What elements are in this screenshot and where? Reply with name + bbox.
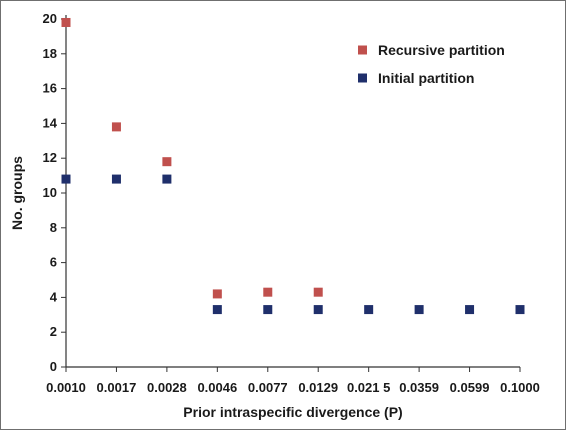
data-point-recursive-partition [111, 122, 121, 132]
y-tick-label: 2 [50, 324, 57, 339]
x-tick-label: 0.0077 [248, 380, 288, 395]
y-tick-label: 10 [43, 185, 57, 200]
data-point-initial-partition [515, 305, 525, 315]
x-tick-label: 0.0129 [298, 380, 338, 395]
x-tick-label: 0.0359 [399, 380, 439, 395]
data-point-initial-partition [111, 174, 121, 184]
legend-marker [358, 45, 367, 55]
axes [65, 15, 520, 368]
data-point-initial-partition [263, 305, 273, 315]
ticks: 0 2 4 6 8 10 12 14 16 18 20 0.0010 0.0017 0.0028 0.004… [43, 11, 540, 395]
x-tick-label: 0.0599 [450, 380, 490, 395]
data-point-initial-partition [313, 305, 323, 315]
legend-marker [358, 73, 367, 83]
y-tick-label: 12 [43, 150, 57, 165]
data-point-initial-partition [61, 174, 71, 184]
y-tick-label: 16 [43, 81, 57, 96]
legend-label: Initial partition [378, 70, 474, 86]
data-point-initial-partition [364, 305, 374, 315]
x-axis-title: Prior intraspecific divergence (P) [183, 404, 402, 420]
x-tick-label: 0.0010 [46, 380, 86, 395]
data-point-initial-partition [212, 305, 222, 315]
x-tick-label: 0.021 5 [347, 380, 390, 395]
legend: Recursive partition Initial partition [358, 42, 505, 86]
y-tick-label: 18 [43, 46, 57, 61]
y-tick-label: 0 [50, 359, 57, 374]
data-point-recursive-partition [61, 17, 71, 27]
data-points [61, 17, 525, 315]
legend-label: Recursive partition [378, 42, 505, 58]
data-point-recursive-partition [162, 157, 172, 167]
data-point-recursive-partition [313, 287, 323, 297]
data-point-initial-partition [162, 174, 172, 184]
y-tick-label: 4 [50, 289, 58, 304]
y-tick-label: 20 [43, 11, 57, 26]
y-tick-label: 14 [43, 115, 58, 130]
data-point-recursive-partition [212, 289, 222, 299]
x-tick-label: 0.0017 [97, 380, 137, 395]
y-axis-title: No. groups [9, 156, 25, 230]
data-point-initial-partition [465, 305, 475, 315]
data-point-recursive-partition [263, 287, 273, 297]
y-tick-label: 6 [50, 255, 57, 270]
x-tick-label: 0.0046 [197, 380, 237, 395]
data-point-initial-partition [414, 305, 424, 315]
x-tick-label: 0.0028 [147, 380, 187, 395]
x-tick-label: 0.1000 [500, 380, 540, 395]
y-tick-label: 8 [50, 220, 57, 235]
